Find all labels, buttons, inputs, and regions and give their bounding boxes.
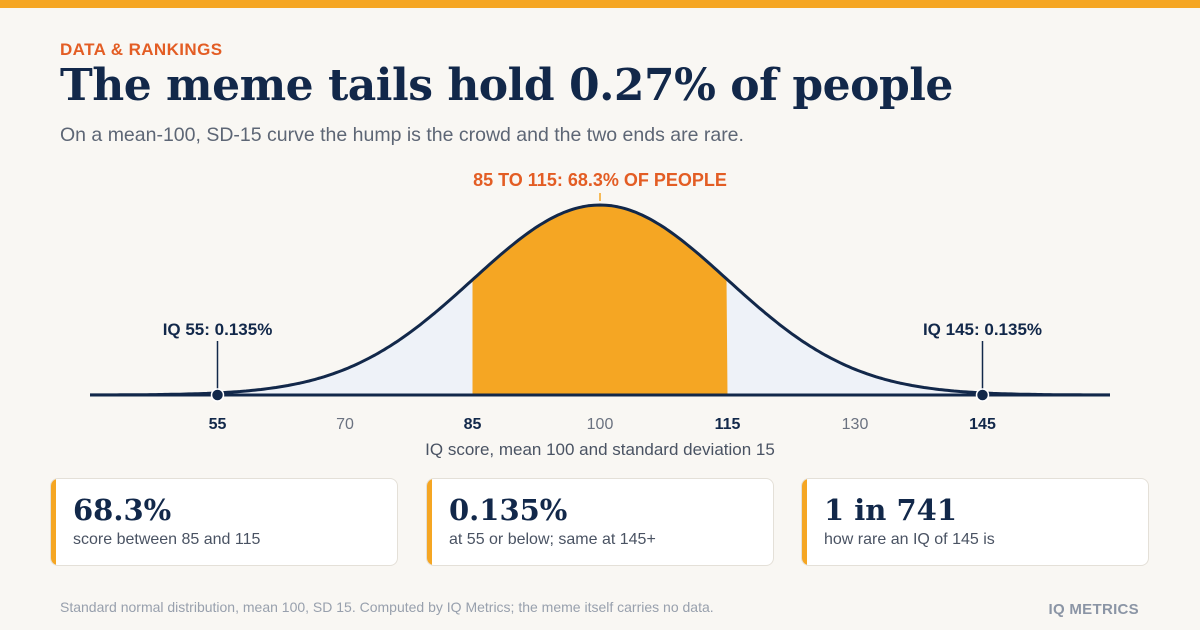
bell-curve-chart: 85 TO 115: 68.3% OF PEOPLE IQ 55: 0.135% I… bbox=[90, 170, 1110, 459]
highlight-label: 85 TO 115: 68.3% OF PEOPLE bbox=[473, 170, 727, 190]
top-accent-bar bbox=[0, 0, 1200, 8]
stat-card-middle-share: 68.3% score between 85 and 115 bbox=[50, 478, 398, 566]
tick-label: 115 bbox=[715, 416, 741, 433]
stat-value: 0.135% bbox=[449, 493, 568, 527]
stat-label: how rare an IQ of 145 is bbox=[824, 531, 995, 548]
tick-label: 100 bbox=[587, 416, 614, 433]
tick-label: 55 bbox=[209, 416, 227, 433]
bell-curve-line bbox=[90, 203, 1110, 397]
marker-label-high: IQ 145: 0.135% bbox=[923, 320, 1042, 339]
footnote: Standard normal distribution, mean 100, … bbox=[60, 599, 714, 615]
page-subtitle: On a mean-100, SD-15 curve the hump is t… bbox=[60, 124, 744, 146]
tick-label: 70 bbox=[336, 416, 354, 433]
marker-label-low: IQ 55: 0.135% bbox=[163, 320, 273, 339]
marker-dot bbox=[210, 388, 225, 402]
stat-card-tail-share: 0.135% at 55 or below; same at 145+ bbox=[426, 478, 774, 566]
x-axis-title: IQ score, mean 100 and standard deviatio… bbox=[425, 440, 775, 459]
stat-card-accent bbox=[427, 479, 432, 565]
brand-logo-text: IQ METRICS bbox=[1048, 601, 1139, 618]
highlight-band-area bbox=[472, 205, 728, 395]
tick-label: 145 bbox=[969, 416, 996, 433]
stat-card-accent bbox=[802, 479, 807, 565]
tick-label: 130 bbox=[842, 416, 869, 433]
stat-card-rarity: 1 in 741 how rare an IQ of 145 is bbox=[801, 478, 1149, 566]
marker-dot bbox=[975, 388, 990, 402]
tick-label: 85 bbox=[464, 416, 482, 433]
stat-card-accent bbox=[51, 479, 56, 565]
eyebrow-label: DATA & RANKINGS bbox=[60, 40, 223, 59]
stat-label: at 55 or below; same at 145+ bbox=[449, 531, 656, 548]
stat-value: 68.3% bbox=[73, 493, 172, 527]
stat-label: score between 85 and 115 bbox=[73, 531, 261, 548]
page-title: The meme tails hold 0.27% of people bbox=[60, 60, 953, 111]
stat-value: 1 in 741 bbox=[824, 493, 958, 527]
